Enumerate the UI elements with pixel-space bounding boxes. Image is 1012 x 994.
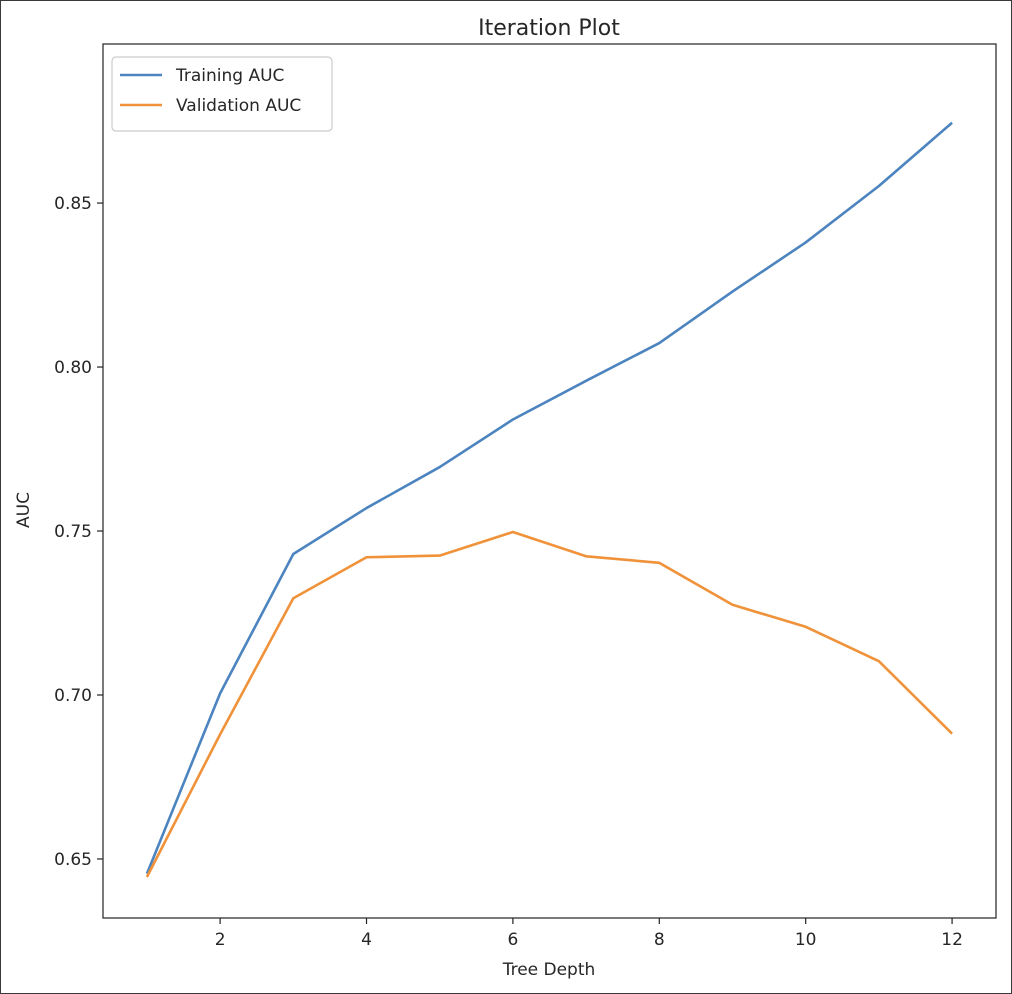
legend-box bbox=[111, 56, 333, 132]
series-layer bbox=[145, 121, 953, 878]
plot-area bbox=[102, 43, 997, 919]
x-tick-label: 12 bbox=[941, 930, 963, 950]
x-tick-label: 8 bbox=[654, 930, 665, 950]
x-tick-label: 4 bbox=[361, 930, 372, 950]
chart-title: Iteration Plot bbox=[478, 16, 620, 41]
x-tick-label: 6 bbox=[507, 930, 518, 950]
plot-frame bbox=[102, 43, 997, 919]
y-axis: 0.65 0.70 0.75 0.80 0.85 bbox=[54, 194, 103, 870]
y-tick-label: 0.70 bbox=[54, 686, 92, 706]
x-tick-label: 10 bbox=[795, 930, 817, 950]
series-line-validation-auc bbox=[145, 530, 953, 878]
legend-label: Validation AUC bbox=[176, 96, 301, 116]
y-tick-label: 0.75 bbox=[54, 522, 92, 542]
y-axis-title: AUC bbox=[14, 492, 34, 528]
y-tick-label: 0.65 bbox=[54, 850, 92, 870]
x-tick-label: 2 bbox=[215, 930, 226, 950]
x-axis-title: Tree Depth bbox=[502, 960, 596, 980]
x-axis: 2 4 6 8 10 12 bbox=[215, 918, 963, 950]
y-tick-label: 0.85 bbox=[54, 194, 92, 214]
legend: Training AUC Validation AUC bbox=[111, 56, 333, 132]
legend-label: Training AUC bbox=[175, 66, 284, 86]
y-tick-label: 0.80 bbox=[54, 358, 92, 378]
series-line-training-auc bbox=[145, 121, 953, 875]
